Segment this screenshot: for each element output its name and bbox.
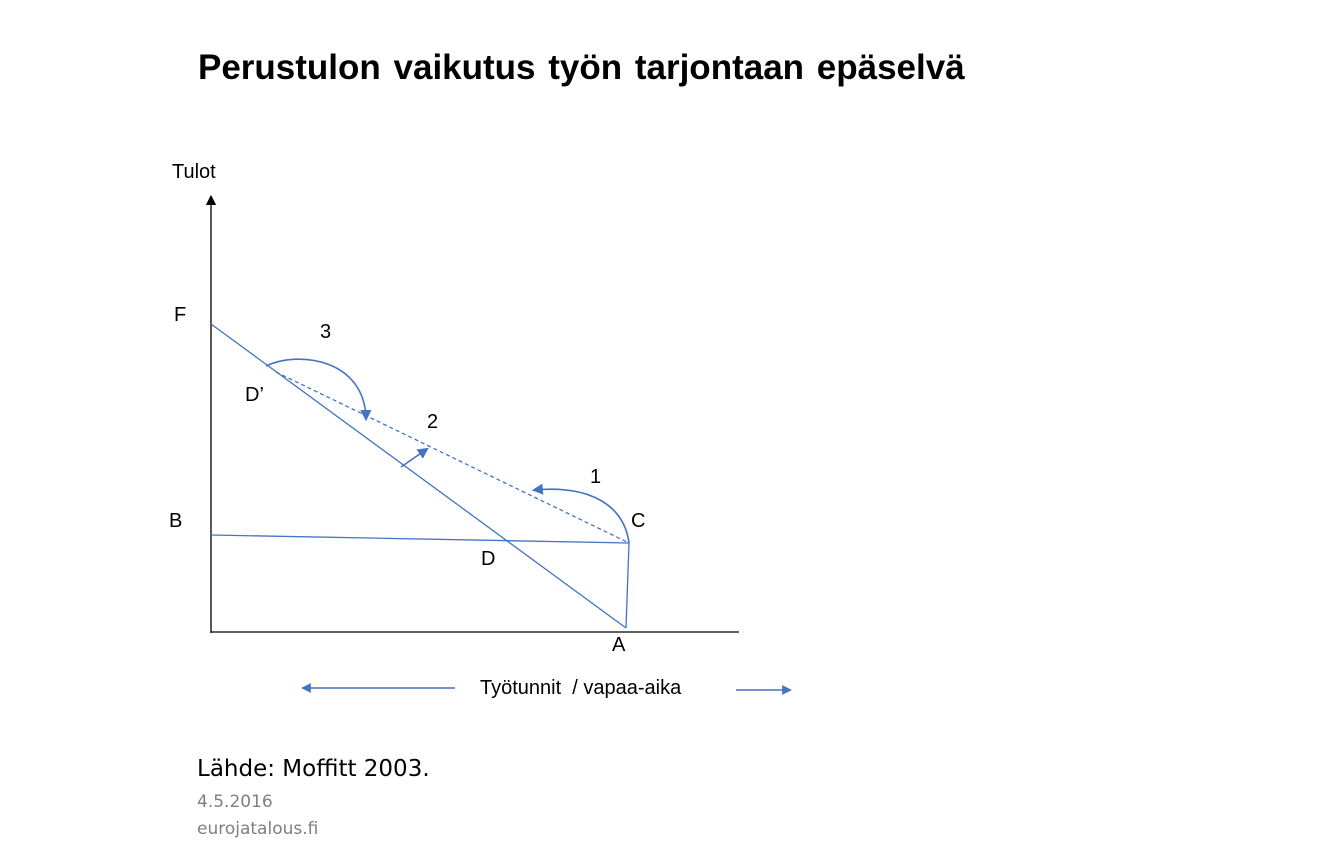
arrow-3: [265, 358, 372, 422]
point-label-f: F: [174, 304, 186, 326]
budget-line-c-a: [625, 542, 630, 629]
y-axis-label: Tulot: [172, 161, 216, 183]
page-title: Perustulon vaikutus työn tarjontaan epäs…: [198, 48, 965, 87]
source-note: Lähde: Moffitt 2003.: [197, 756, 430, 782]
point-label-c: C: [631, 510, 645, 532]
site-label: eurojatalous.fi: [197, 819, 319, 839]
point-label-d-prime: D’: [245, 384, 264, 406]
point-label-a: A: [612, 634, 626, 656]
arrow-label-3: 3: [320, 321, 331, 343]
point-label-d: D: [481, 548, 495, 570]
arrow-label-1: 1: [590, 466, 601, 488]
arrow-1: [531, 483, 630, 544]
arrow-label-2: 2: [427, 411, 438, 433]
budget-line-f-a: [210, 323, 627, 629]
date-label: 4.5.2016: [197, 792, 273, 812]
arrow-2: [400, 447, 429, 468]
budget-line-b-c: [210, 534, 630, 544]
x-axis-label: Työtunnit / vapaa-aika: [480, 677, 682, 699]
dashed-budget-line: [275, 371, 630, 544]
point-label-b: B: [169, 510, 182, 532]
